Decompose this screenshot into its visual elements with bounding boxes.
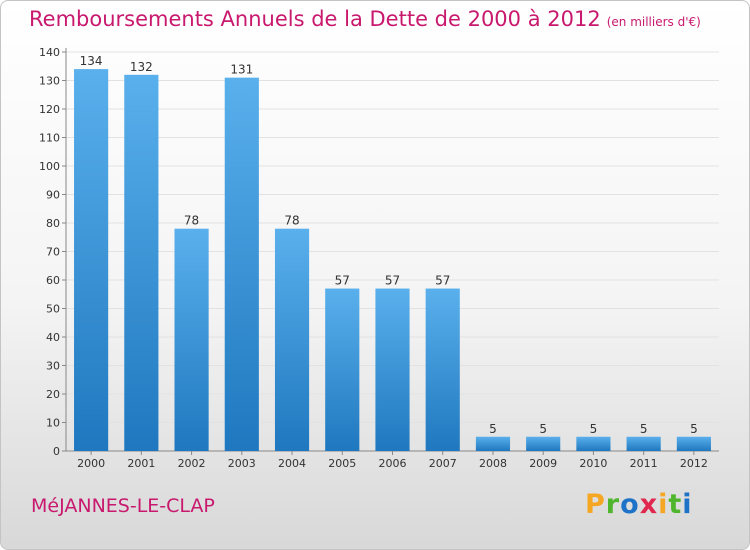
x-tick-label: 2003: [228, 457, 256, 470]
y-tick-label: 40: [46, 331, 60, 344]
logo-letter: x: [639, 489, 659, 520]
bar: [425, 288, 460, 451]
bar: [224, 77, 259, 452]
proxiti-logo: Proxiti: [585, 489, 693, 520]
x-tick-label: 2009: [529, 457, 557, 470]
x-tick-label: 2001: [127, 457, 155, 470]
bar: [375, 288, 410, 451]
bar: [526, 436, 561, 451]
y-tick-label: 100: [39, 160, 60, 173]
bar: [325, 288, 360, 451]
y-tick-label: 60: [46, 274, 60, 287]
data-label: 57: [435, 274, 450, 288]
data-label: 78: [184, 214, 199, 228]
x-tick-label: 2010: [579, 457, 607, 470]
chart-title-text: Remboursements Annuels de la Dette de 20…: [29, 7, 601, 31]
bar: [174, 228, 209, 451]
data-label: 78: [284, 214, 299, 228]
bar: [74, 69, 109, 451]
y-tick-label: 120: [39, 103, 60, 116]
bar: [124, 74, 159, 452]
logo-letter: r: [605, 489, 621, 520]
x-tick-label: 2008: [479, 457, 507, 470]
x-tick-label: 2000: [77, 457, 105, 470]
y-tick-label: 20: [46, 388, 60, 401]
logo-letter: o: [620, 489, 640, 520]
bar: [676, 436, 711, 451]
logo-letter: t: [668, 489, 683, 520]
y-tick-label: 10: [46, 417, 60, 430]
y-tick-label: 0: [53, 445, 60, 458]
x-tick-label: 2007: [429, 457, 457, 470]
y-tick-label: 90: [46, 189, 60, 202]
y-tick-label: 140: [39, 46, 60, 59]
y-tick-label: 50: [46, 303, 60, 316]
x-tick-label: 2006: [379, 457, 407, 470]
x-tick-label: 2005: [328, 457, 356, 470]
chart-title: Remboursements Annuels de la Dette de 20…: [29, 7, 701, 31]
data-label: 5: [690, 422, 698, 436]
data-label: 5: [640, 422, 648, 436]
x-tick-label: 2012: [680, 457, 708, 470]
y-tick-label: 80: [46, 217, 60, 230]
x-tick-label: 2011: [630, 457, 658, 470]
data-label: 57: [335, 274, 350, 288]
bar: [576, 436, 611, 451]
y-tick-label: 110: [39, 132, 60, 145]
bar: [274, 228, 310, 451]
logo-letter: P: [585, 489, 606, 520]
x-tick-label: 2004: [278, 457, 306, 470]
logo-letter: i: [682, 489, 693, 520]
chart-title-unit: (en milliers d'€): [606, 15, 701, 29]
data-label: 131: [230, 63, 253, 77]
bar: [475, 436, 511, 451]
data-label: 5: [590, 422, 598, 436]
data-label: 132: [130, 60, 153, 74]
y-tick-label: 70: [46, 246, 60, 259]
city-name: MéJANNES-LE-CLAP: [31, 495, 215, 517]
logo-letter: i: [658, 489, 669, 520]
data-label: 5: [539, 422, 547, 436]
x-tick-label: 2002: [178, 457, 206, 470]
data-label: 134: [80, 54, 103, 68]
data-label: 5: [489, 422, 497, 436]
data-label: 57: [385, 274, 400, 288]
y-tick-label: 30: [46, 360, 60, 373]
y-tick-label: 130: [39, 75, 60, 88]
bar: [626, 436, 661, 451]
